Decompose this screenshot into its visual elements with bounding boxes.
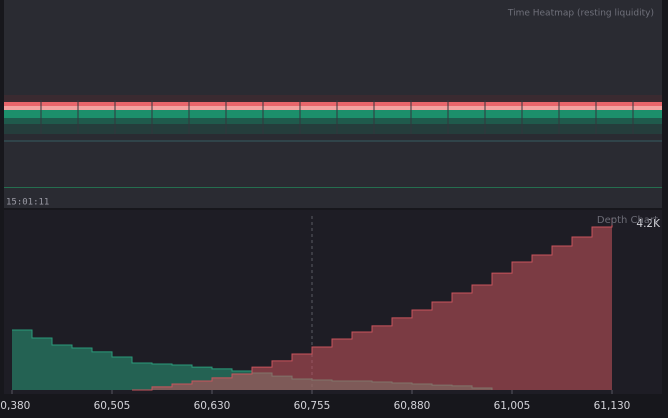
heat-band xyxy=(4,118,662,124)
depth-area xyxy=(132,218,612,390)
y-tick-label: 4.2K xyxy=(636,218,661,230)
heat-band xyxy=(4,102,662,106)
heat-band xyxy=(4,110,662,118)
x-tick-label: 60,880 xyxy=(394,400,431,412)
time-label: 15:01:11 xyxy=(6,198,49,208)
depth-title: Depth Chart xyxy=(597,215,658,226)
heatmap-panel: Time Heatmap (resting liquidity) 15:01:1… xyxy=(4,0,662,208)
x-tick-label: 60,755 xyxy=(294,400,331,412)
depth-area xyxy=(12,330,492,390)
x-tick-label: 61,005 xyxy=(494,400,531,412)
heat-band xyxy=(4,187,662,188)
x-tick-label: 61,130 xyxy=(594,400,631,412)
heat-band xyxy=(4,140,662,142)
depth-line xyxy=(132,218,613,391)
heat-band xyxy=(4,95,662,103)
x-tick-label: 60,505 xyxy=(94,400,131,412)
heatmap-title: Time Heatmap (resting liquidity) xyxy=(507,9,654,19)
depth-chart: 60,380 60,505 60,630 60,755 60,880 61,005 61,1… xyxy=(0,217,661,412)
x-tick-label: 60,380 xyxy=(0,400,30,412)
x-tick-label: 60,630 xyxy=(194,400,231,412)
heat-band xyxy=(4,124,662,134)
time-grid xyxy=(40,100,634,134)
heat-band xyxy=(4,106,662,110)
